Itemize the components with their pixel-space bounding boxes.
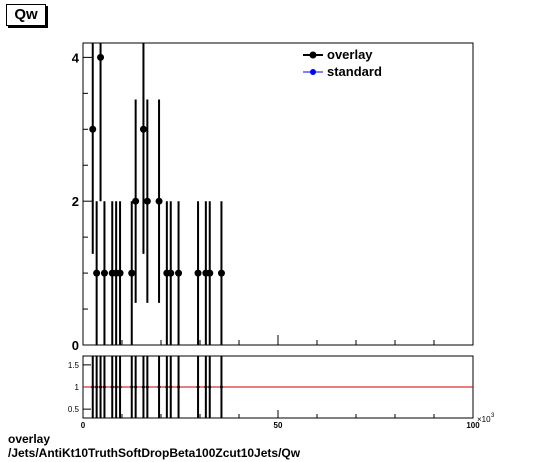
overlay-point [93, 269, 101, 277]
ratio-point [99, 385, 103, 389]
footer-line-1: overlay [8, 432, 51, 446]
y-tick-label: 4 [72, 50, 80, 65]
overlay-point [206, 269, 214, 277]
ratio-point [208, 385, 212, 389]
overlay-point [175, 269, 183, 277]
ratio-point [157, 385, 161, 389]
ratio-point [219, 385, 223, 389]
ratio-point [118, 385, 122, 389]
ratio-point [165, 385, 169, 389]
overlay-point [132, 197, 140, 205]
ratio-point [204, 385, 208, 389]
ratio-point [141, 385, 145, 389]
overlay-point [139, 125, 147, 133]
ratio-point [114, 385, 118, 389]
ratio-point [102, 385, 106, 389]
chart-title: Qw [6, 4, 46, 26]
x-axis-multiplier-exponent: 3 [491, 413, 495, 419]
y-tick-label: 2 [72, 194, 79, 209]
ratio-point [145, 385, 149, 389]
main-plot-frame [82, 42, 474, 346]
legend-standard-marker [310, 69, 316, 75]
overlay-point [155, 197, 163, 205]
legend-overlay-marker [309, 51, 317, 59]
overlay-point [89, 125, 97, 133]
ratio-point [196, 385, 200, 389]
y-tick-label: 0 [72, 338, 79, 353]
footer-line-2: /Jets/AntiKt10TruthSoftDropBeta100Zcut10… [8, 446, 301, 460]
ratio-x-tick-label: 50 [274, 421, 283, 430]
overlay-point [116, 269, 124, 277]
ratio-point [169, 385, 173, 389]
overlay-point [143, 197, 151, 205]
legend-overlay-label: overlay [327, 47, 373, 62]
ratio-point [110, 385, 114, 389]
overlay-point [217, 269, 225, 277]
overlay-point [97, 53, 105, 61]
legend-standard-label: standard [327, 64, 382, 79]
x-axis-multiplier: ×10 [477, 415, 491, 424]
ratio-point [130, 385, 134, 389]
ratio-point [91, 385, 95, 389]
ratio-point [134, 385, 138, 389]
ratio-x-tick-label: 0 [81, 421, 86, 430]
ratio-y-tick-label: 1 [75, 383, 80, 392]
overlay-point [167, 269, 175, 277]
ratio-y-tick-label: 1.5 [68, 361, 80, 370]
ratio-x-tick-label: 100 [466, 421, 480, 430]
legend: overlay standard [303, 47, 382, 79]
overlay-point [194, 269, 202, 277]
ratio-point [95, 385, 99, 389]
overlay-point [100, 269, 108, 277]
ratio-point [177, 385, 181, 389]
ratio-y-tick-label: 0.5 [68, 405, 80, 414]
overlay-point [128, 269, 136, 277]
